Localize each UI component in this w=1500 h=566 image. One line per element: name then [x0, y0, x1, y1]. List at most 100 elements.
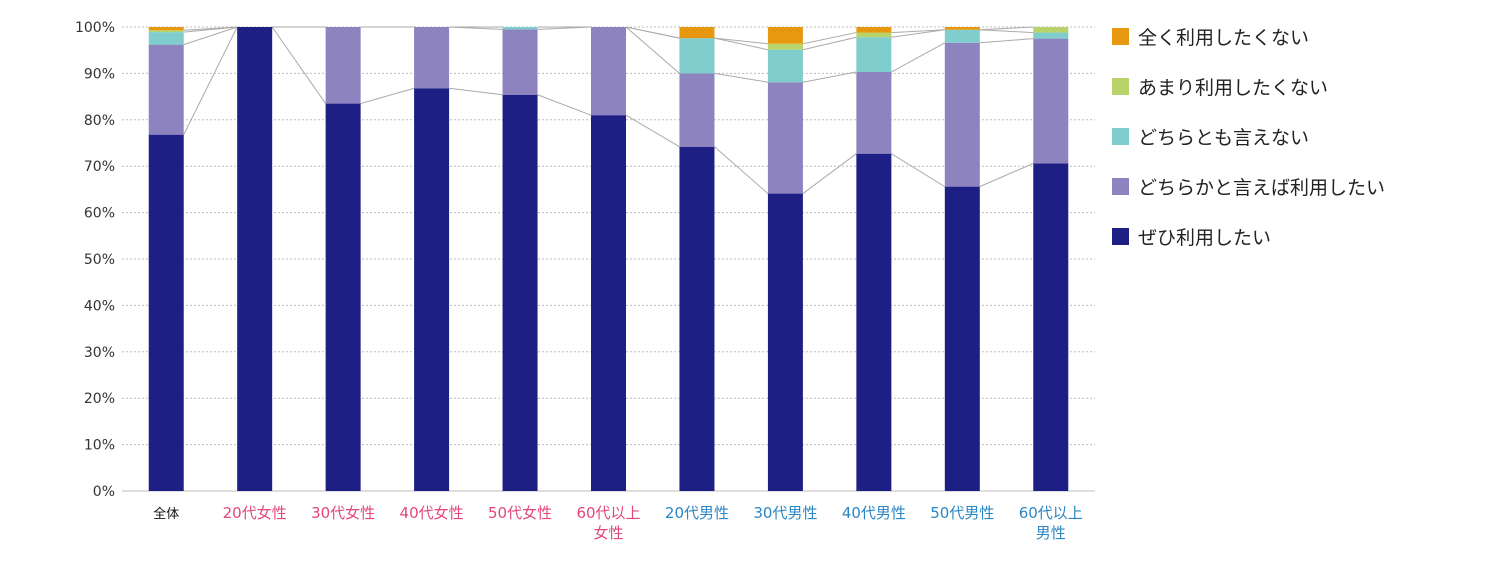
x-category-label-line: 40代男性 — [842, 504, 906, 522]
y-tick-label: 70% — [84, 159, 115, 175]
bar-segment — [148, 27, 184, 31]
series-connector — [625, 26, 680, 39]
legend-label: どちらかと言えば利用したい — [1138, 177, 1385, 199]
bar-segment — [1033, 27, 1069, 33]
bar-segment — [679, 38, 715, 74]
y-tick-label: 60% — [84, 206, 115, 222]
legend-label: どちらとも言えない — [1138, 127, 1309, 149]
bar-segment — [944, 42, 980, 187]
legend: 全く利用したくないあまり利用したくないどちらとも言えないどちらかと言えば利用した… — [1112, 27, 1385, 249]
legend-label: 全く利用したくない — [1138, 27, 1309, 49]
x-category-label: 20代男性 — [665, 504, 729, 522]
x-category-label: 60代以上女性 — [576, 504, 640, 542]
bar-segment — [591, 115, 626, 491]
bar-segment — [1033, 163, 1069, 491]
x-category-label-line: 男性 — [1036, 524, 1066, 542]
x-category-label: 全体 — [153, 506, 179, 522]
bar-segment — [944, 186, 980, 491]
bar-segment — [1033, 38, 1069, 164]
series-connector — [625, 114, 680, 148]
x-category-label: 30代男性 — [753, 504, 817, 522]
x-category-label-line: 30代男性 — [753, 504, 817, 522]
x-category-label-line: 20代男性 — [665, 504, 729, 522]
series-connector — [714, 37, 768, 45]
series-connector — [360, 87, 415, 105]
series-connector-lines — [183, 26, 1034, 194]
bar-segment — [944, 27, 980, 30]
bar-segment — [502, 94, 538, 491]
x-category-label: 30代女性 — [311, 504, 375, 522]
bar-segment — [856, 37, 892, 73]
bar-segment — [1033, 32, 1069, 39]
x-category-label-line: 30代女性 — [311, 504, 375, 522]
bar-segment — [767, 82, 803, 194]
y-tick-label: 20% — [84, 391, 115, 407]
x-category-label: 20代女性 — [223, 504, 287, 522]
bar-segment — [414, 27, 450, 89]
series-connector — [183, 26, 238, 135]
series-connector — [891, 153, 946, 188]
series-connector — [449, 87, 503, 96]
bar-segment — [237, 27, 273, 491]
bar-segment — [591, 27, 626, 116]
x-category-label-line: 40代女性 — [400, 504, 464, 522]
bar-segment — [856, 27, 892, 33]
x-category-label: 50代女性 — [488, 504, 552, 522]
bar-segment — [856, 72, 892, 154]
x-category-label: 60代以上男性 — [1019, 504, 1083, 542]
x-category-label-line: 20代女性 — [223, 504, 287, 522]
x-category-label: 40代女性 — [400, 504, 464, 522]
bar-segment — [325, 27, 361, 104]
series-connector — [183, 26, 238, 46]
bar-segment — [148, 134, 184, 491]
legend-label: ぜひ利用したい — [1138, 227, 1271, 249]
bar-segment — [944, 29, 980, 43]
y-tick-label: 40% — [84, 298, 115, 314]
y-tick-label: 0% — [93, 484, 115, 500]
bar-segment — [767, 27, 803, 44]
series-connector — [891, 42, 946, 73]
x-category-label-line: 女性 — [593, 524, 623, 542]
x-category-label: 50代男性 — [930, 504, 994, 522]
series-connector — [979, 162, 1034, 188]
bar-segment — [148, 30, 184, 33]
x-category-label-line: 60代以上 — [576, 504, 640, 522]
series-connector — [714, 72, 768, 83]
bar-segment — [767, 193, 803, 492]
series-connector — [979, 26, 1034, 31]
y-tick-label: 90% — [84, 66, 115, 82]
y-tick-label: 80% — [84, 113, 115, 129]
series-connector — [979, 29, 1034, 34]
bar-segment — [679, 73, 715, 147]
x-category-label-line: 50代女性 — [488, 504, 552, 522]
bar-segment — [767, 43, 803, 50]
bar-segment — [679, 146, 715, 491]
bar-segment — [856, 32, 892, 38]
x-category-label-line: 50代男性 — [930, 504, 994, 522]
y-tick-label: 10% — [84, 438, 115, 454]
series-connector — [802, 71, 857, 83]
series-connector — [802, 36, 857, 51]
y-axis-ticks: 0% 10% 20% 30% 40% 50% 60% 70% 80% 90% 100% — [75, 20, 115, 500]
bar-segment — [679, 27, 715, 39]
legend-swatch — [1112, 128, 1129, 145]
y-tick-label: 50% — [84, 252, 115, 268]
series-connector — [625, 26, 680, 74]
bar-segment — [856, 153, 892, 491]
series-connector — [714, 146, 769, 194]
bar-segment — [414, 88, 450, 492]
bar-segment — [767, 49, 803, 83]
series-connector — [714, 37, 769, 51]
series-connector — [537, 94, 592, 116]
bars — [148, 27, 1069, 492]
series-connector — [891, 29, 945, 38]
y-tick-label: 100% — [75, 20, 115, 36]
series-connector — [802, 153, 857, 194]
bar-segment — [502, 27, 538, 30]
bar-segment — [502, 29, 538, 95]
bar-segment — [148, 32, 184, 45]
legend-label: あまり利用したくない — [1138, 77, 1328, 99]
bar-segment — [148, 44, 184, 135]
